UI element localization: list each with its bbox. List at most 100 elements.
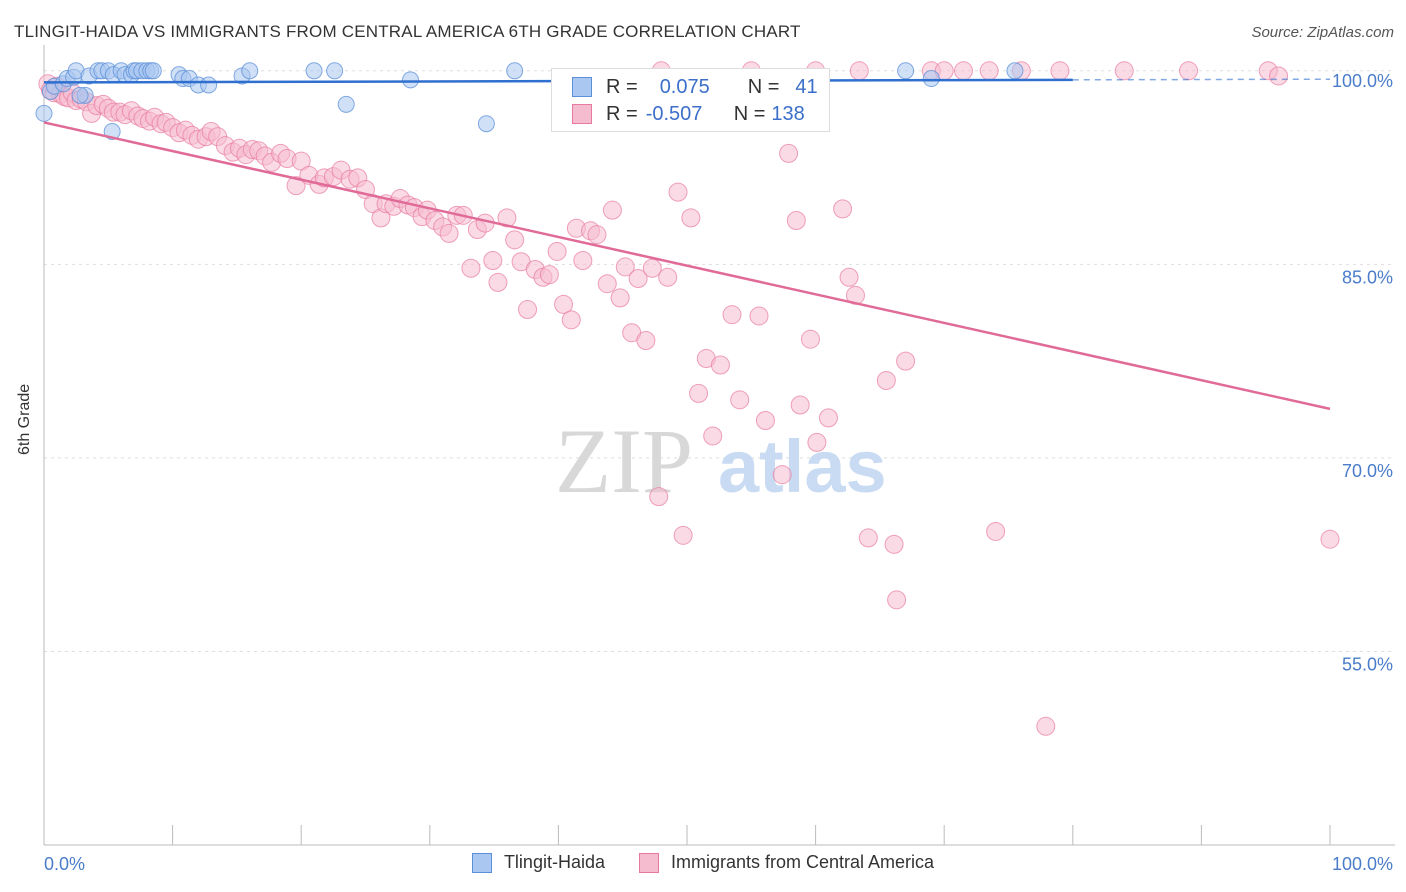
data-point-immigrants [1114,61,1134,81]
legend-swatch-blue [572,77,592,97]
correlation-legend: R = 0.075 N = 41 R = -0.507 N = 138 [551,68,830,132]
x-tick-label: 0.0% [44,854,85,874]
legend-row-tlingit: R = 0.075 N = 41 [572,74,818,100]
data-point-immigrants [483,250,503,270]
legend-swatch-blue [471,852,492,873]
data-point-immigrants [602,200,622,220]
data-point-tlingit [477,115,495,133]
data-point-immigrants [597,274,617,294]
data-point-immigrants [1036,716,1056,736]
data-point-immigrants [755,410,775,430]
data-point-immigrants [779,143,799,163]
data-point-immigrants [610,288,630,308]
legend-item-immigrants: Immigrants from Central America [638,852,935,873]
data-point-immigrants [461,258,481,278]
data-point-immigrants [497,208,517,228]
data-point-immigrants [668,182,688,202]
data-point-tlingit [326,62,344,80]
data-point-immigrants [786,210,806,230]
data-point-tlingit [922,70,940,88]
data-point-immigrants [649,487,669,507]
legend-r-value: 0.075 [659,75,710,98]
data-point-immigrants [628,269,648,289]
data-point-immigrants [790,395,810,415]
data-point-immigrants [615,257,635,277]
data-point-immigrants [953,61,973,81]
legend-r-value: -0.507 [645,102,703,125]
legend-n-value: 41 [795,75,818,98]
data-point-immigrants [689,383,709,403]
legend-label: Immigrants from Central America [670,852,935,872]
data-point-immigrants [1320,529,1340,549]
data-point-immigrants [800,329,820,349]
data-point-immigrants [730,390,750,410]
tick-labels: 55.0% 70.0% 85.0% 100.0% 0.0% 100.0% [44,71,1393,874]
data-point-immigrants [547,241,567,261]
grid [44,70,1395,652]
data-point-immigrants [658,267,678,287]
data-point-tlingit [71,86,89,104]
data-point-immigrants [807,432,827,452]
data-point-immigrants [849,61,869,81]
data-point-immigrants [642,258,662,278]
data-point-immigrants [979,61,999,81]
legend-r-label: R = [606,102,638,125]
series-legend: Tlingit-Haida Immigrants from Central Am… [0,852,1406,873]
y-tick-label: 85.0% [1342,267,1393,287]
data-point-immigrants [839,267,859,287]
data-point-tlingit [200,76,218,94]
data-point-tlingit [144,62,162,80]
data-point-tlingit [506,62,524,80]
data-point-immigrants [772,465,792,485]
legend-item-tlingit: Tlingit-Haida [471,852,605,873]
data-point-immigrants [573,250,593,270]
data-point-immigrants [876,370,896,390]
legend-r-label: R = [606,75,638,98]
data-point-immigrants [1179,61,1199,81]
series-immigrants-points [38,61,1340,736]
data-point-immigrants [1050,61,1070,81]
chart-title: TLINGIT-HAIDA VS IMMIGRANTS FROM CENTRAL… [14,22,801,41]
data-point-tlingit [35,104,53,122]
data-point-immigrants [703,426,723,446]
data-point-tlingit [402,71,420,89]
data-point-immigrants [286,176,306,196]
series-tlingit-points [35,62,1024,140]
data-point-immigrants [818,408,838,428]
watermark-atlas: atlas [718,425,887,508]
y-tick-label: 100.0% [1332,71,1393,91]
data-point-immigrants [749,306,769,326]
legend-n-value: 138 [771,102,805,125]
data-point-tlingit [241,62,259,80]
data-point-immigrants [681,208,701,228]
data-point-immigrants [896,351,916,371]
y-tick-label: 70.0% [1342,461,1393,481]
watermark: ZIP atlas [555,410,887,512]
data-point-immigrants [1269,66,1289,86]
data-point-immigrants [587,225,607,245]
trend-line-tlingit-extension [1072,78,1331,81]
x-tick-label: 100.0% [1332,854,1393,874]
axes [43,45,1395,846]
data-point-tlingit [337,95,355,113]
data-point-tlingit [1006,62,1024,80]
legend-swatch-pink [572,104,592,124]
data-point-immigrants [722,305,742,325]
data-point-immigrants [439,223,459,243]
legend-n-label: N = [747,75,780,98]
data-point-immigrants [833,199,853,219]
legend-label: Tlingit-Haida [503,852,605,872]
trend-line-immigrants [43,121,1331,411]
watermark-zip: ZIP [555,410,693,512]
data-point-immigrants [858,528,878,548]
data-point-immigrants [884,534,904,554]
legend-row-immigrants: R = -0.507 N = 138 [572,101,805,127]
data-point-immigrants [986,521,1006,541]
data-point-immigrants [488,272,508,292]
data-point-immigrants [561,310,581,330]
data-point-immigrants [887,590,907,610]
data-point-immigrants [518,300,538,320]
y-tick-label: 55.0% [1342,654,1393,674]
data-point-tlingit [305,62,323,80]
